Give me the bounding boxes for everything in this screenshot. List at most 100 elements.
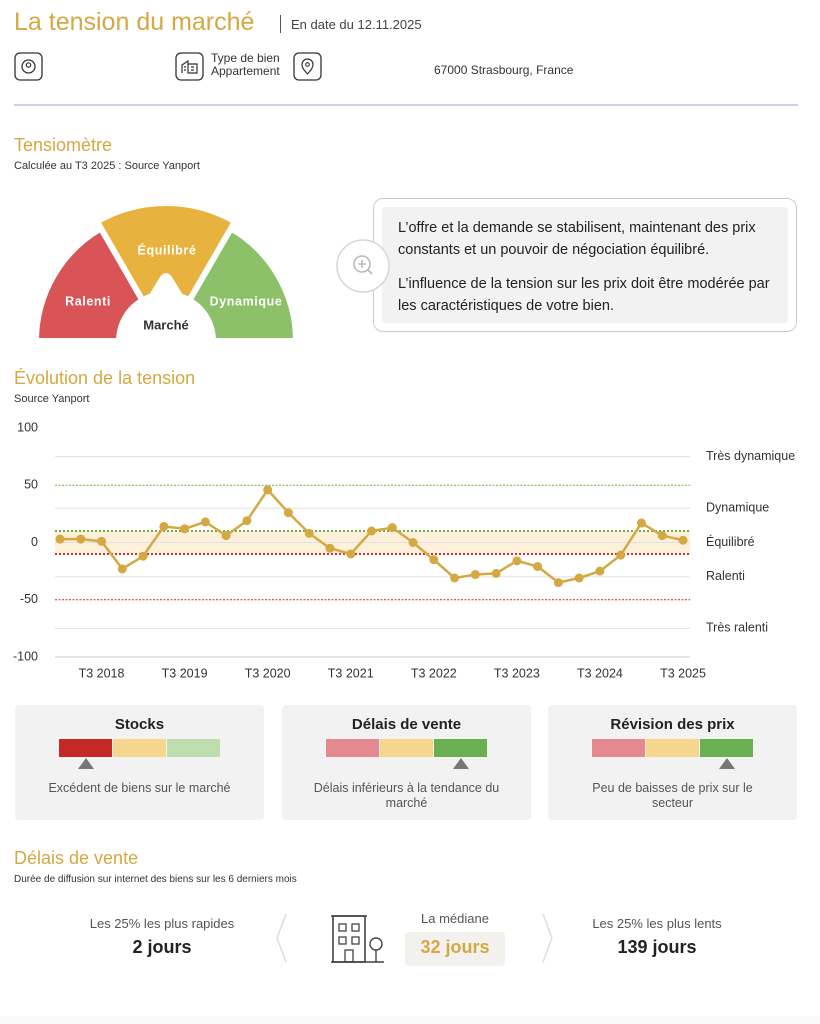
data-point [304,528,314,538]
gauge-segment [92,200,240,347]
address: 67000 Strasbourg, France [434,63,574,77]
info-paragraph: L’offre et la demande se stabilisent, ma… [398,220,756,258]
section-title: Évolution de la tension [14,368,196,388]
page-title: La tension du marché [14,8,255,36]
zone-label: Équilibré [706,534,755,549]
data-point [387,523,397,533]
indicator-card: Stocks Excédent de biens sur le marché [15,705,264,820]
stat-label: Les 25% les plus rapides [89,916,235,931]
x-tick-label: T3 2025 [660,666,706,680]
zone-label: Dynamique [706,500,769,514]
x-tick-label: T3 2024 [577,666,623,680]
data-point [491,568,501,578]
separator [280,15,281,33]
zone-label: Ralenti [706,569,745,583]
y-tick-label: -50 [20,592,38,606]
data-point [263,485,273,495]
data-point [408,538,418,547]
indicator-segment [113,739,166,757]
data-point [325,543,335,553]
section-title: Délais de vente [14,848,139,868]
indicator-segment [434,739,487,757]
info-content: L’offre et la demande se stabilisent, ma… [382,207,788,323]
info-box: L’offre et la demande se stabilisent, ma… [373,198,797,332]
data-point [346,549,356,559]
y-tick-label: 0 [31,535,38,549]
building-icon [331,915,384,963]
indicator-marker [718,758,735,769]
data-point [221,531,231,541]
median-box [405,932,505,966]
stat-value: 2 jours [132,937,192,957]
gauge-center-label: Marché [143,317,189,332]
data-point [616,550,626,560]
data-point [97,536,107,546]
indicator-segment [59,739,112,757]
x-tick-label: T3 2019 [162,666,208,680]
stat-label: Les 25% les plus lents [592,916,722,931]
data-point [159,521,169,531]
x-tick-label: T3 2021 [328,666,374,680]
gauge-label: Équilibré [138,242,197,257]
data-point [533,562,543,572]
header-divider [14,104,798,106]
indicator-description: Peu de baisses de prix sur le secteur [592,781,753,810]
report-date: En date du 12.11.2025 [291,17,422,32]
data-point [450,573,460,583]
indicator-description: Délais inférieurs à la tendance du march… [313,781,500,810]
data-point [283,508,293,518]
data-point [512,556,522,566]
indicator-segment [380,739,433,757]
zone-label: Très dynamique [706,449,795,463]
location-icon [293,52,322,81]
indicator-title: Stocks [114,716,165,733]
indicator-card: Révision des prix Peu de baisses de prix … [548,705,797,820]
section-subtitle: Durée de diffusion sur internet des bien… [14,874,297,885]
indicator-segment [326,739,379,757]
stat-label: La médiane [421,911,489,926]
tension-chart: Très dynamique Dynamique Équilibré Ralenti T… [13,420,795,680]
gauge: Ralenti Équilibré Dynamique Marché [32,200,300,347]
indicator-description: Excédent de biens sur le marché [48,781,231,795]
data-point [429,555,439,565]
data-point [636,518,646,528]
section-subtitle: Source Yanport [14,393,90,405]
section-subtitle: Calculée au T3 2025 : Source Yanport [14,160,200,172]
stat-value: 139 jours [617,937,697,957]
x-tick-label: T3 2022 [411,666,457,680]
data-point [117,564,127,574]
indicator-segment [167,739,220,757]
indicator-segment [592,739,645,757]
data-point [553,578,563,588]
gauge-label: Dynamique [210,294,283,308]
footer-band [0,1016,820,1024]
insight-icon [336,239,390,293]
chevron-left [276,913,287,963]
user-icon [14,52,43,81]
indicator-marker [452,758,469,769]
data-point [574,573,584,583]
gauge-center [116,273,216,341]
data-point [138,551,148,561]
indicator-title: Délais de vente [351,716,462,733]
indicator-marker [77,758,94,769]
y-tick-label: 50 [24,478,38,492]
data-point [367,526,376,536]
data-point [470,570,480,580]
zone-label: Très ralenti [706,621,768,635]
property-icon [175,52,204,81]
indicator-title: Révision des prix [610,716,735,733]
data-point [678,535,688,545]
indicator-segment [646,739,699,757]
data-point [55,534,65,544]
property-type-value: Appartement [211,64,280,78]
data-point [76,534,86,544]
property-type: Type de bien Appartement [211,52,280,78]
info-paragraph: L’influence de la tension sur les prix d… [398,276,770,314]
section-title: Tensiomètre [14,135,113,155]
x-tick-label: T3 2023 [494,666,540,680]
indicator-segment [700,739,753,757]
x-tick-label: T3 2018 [79,666,125,680]
property-type-label: Type de bien [211,51,280,65]
